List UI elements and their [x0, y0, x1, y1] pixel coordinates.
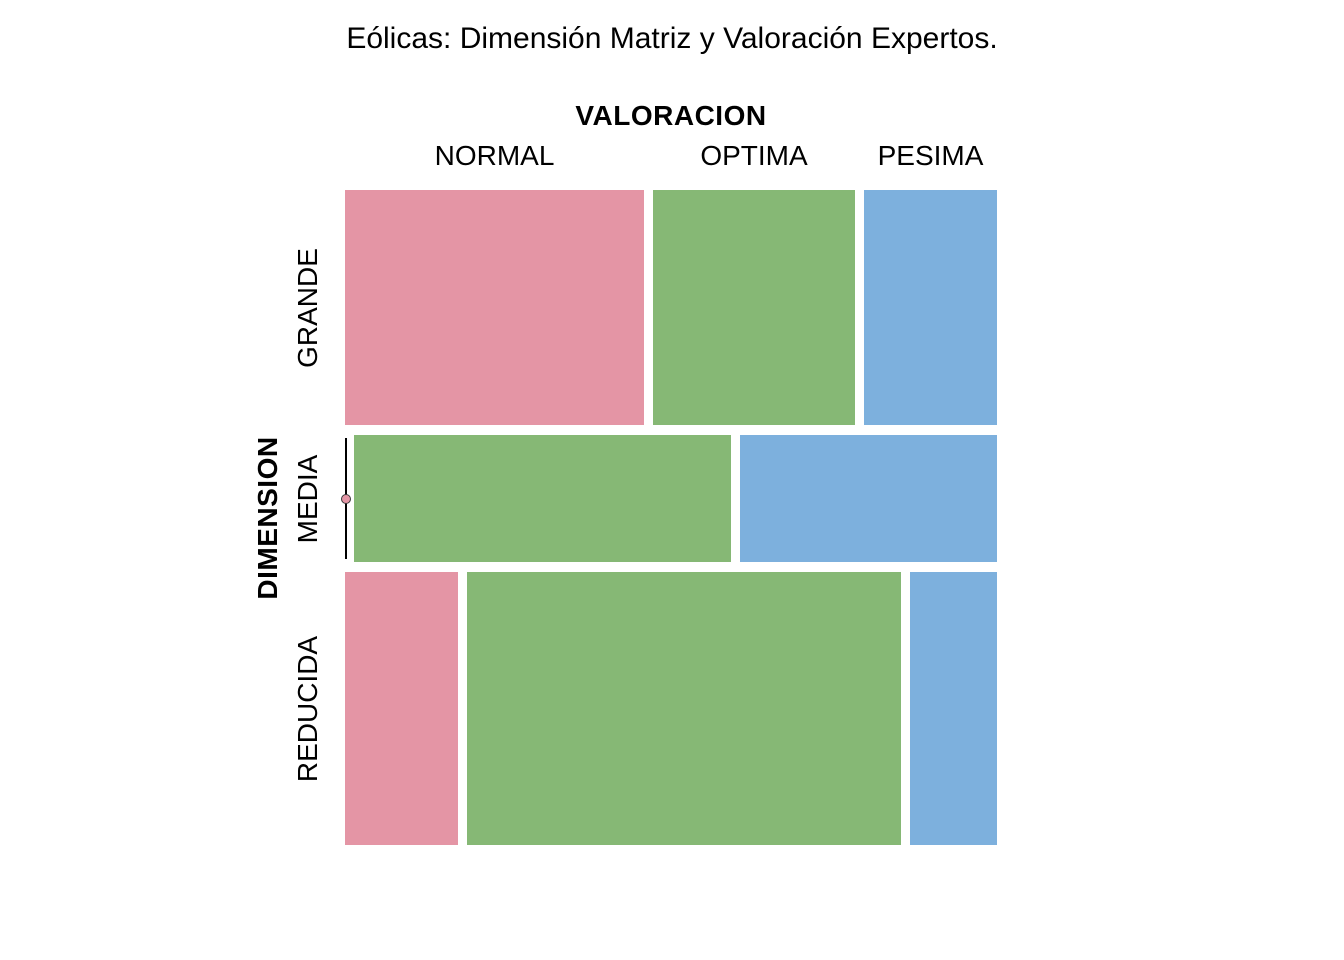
y-axis-title: DIMENSION — [252, 436, 283, 600]
mosaic-cell-grande-normal — [345, 190, 644, 425]
mosaic-plot-area — [341, 190, 997, 846]
zero-cell-marker-media-normal — [341, 493, 351, 504]
row-label-reducida: REDUCIDA — [292, 635, 323, 782]
mosaic-cell-grande-pesima — [864, 190, 997, 425]
chart-title: Eólicas: Dimensión Matriz y Valoración E… — [346, 22, 998, 55]
column-label-normal: NORMAL — [434, 140, 555, 171]
column-label-pesima: PESIMA — [877, 140, 984, 171]
mosaic-cell-reducida-normal — [345, 572, 458, 845]
mosaic-cell-media-pesima — [740, 435, 997, 562]
mosaic-cell-reducida-pesima — [910, 572, 997, 845]
mosaic-cell-media-optima — [354, 435, 731, 562]
mosaic-cell-grande-optima — [653, 190, 855, 425]
mosaic-cell-reducida-optima — [467, 572, 901, 845]
column-label-optima: OPTIMA — [700, 140, 808, 171]
x-axis-title: VALORACION — [575, 100, 767, 131]
